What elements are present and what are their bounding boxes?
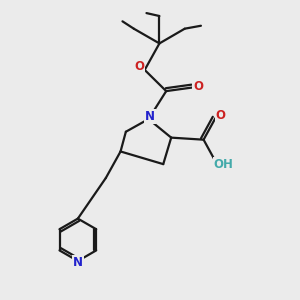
Text: N: N: [145, 110, 155, 123]
Text: OH: OH: [214, 158, 233, 171]
Text: O: O: [216, 109, 226, 122]
Text: O: O: [193, 80, 203, 93]
Text: O: O: [134, 60, 144, 73]
Text: N: N: [73, 256, 83, 269]
